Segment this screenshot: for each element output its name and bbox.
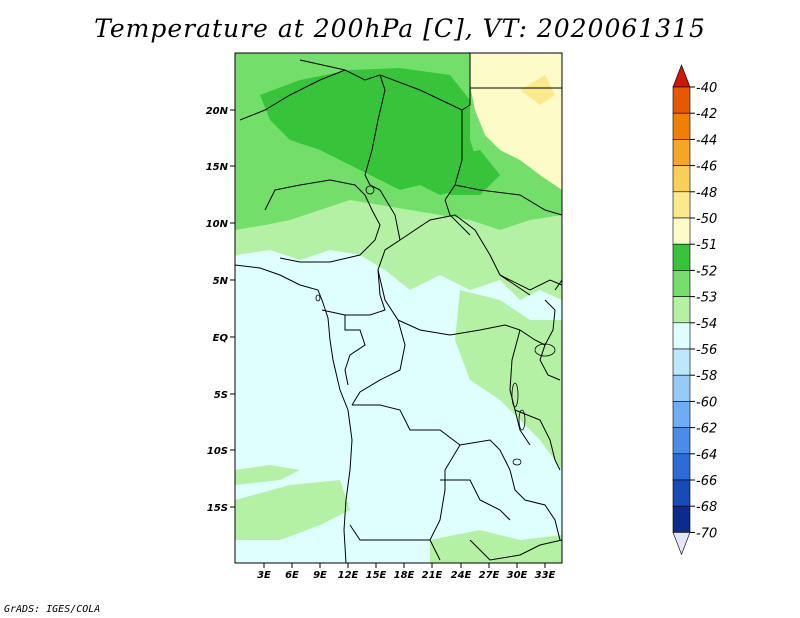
country-borders xyxy=(235,53,562,563)
colorbar-label: -46 xyxy=(696,160,717,175)
colorbar-label: -56 xyxy=(696,343,717,358)
colorbar-label: -58 xyxy=(696,369,717,384)
lakes xyxy=(315,185,556,466)
colorbar-top-arrow xyxy=(672,64,691,88)
colorbar-swatch xyxy=(672,270,691,297)
lat-tick-label: 20N xyxy=(206,106,229,117)
colorbar-swatch xyxy=(672,139,691,166)
colorbar-swatch xyxy=(672,348,691,376)
lon-tick-label: 33E xyxy=(535,570,556,581)
lon-axis: 3E 6E 9E 12E 15E 18E 21E 24E 27E 30E 33E xyxy=(257,563,556,581)
lon-tick-label: 6E xyxy=(285,570,299,581)
lat-tick-label: 15S xyxy=(207,503,228,514)
lon-tick-label: 18E xyxy=(394,570,415,581)
colorbar-swatch xyxy=(672,374,691,402)
colorbar-swatch xyxy=(672,86,691,114)
colorbar-swatch xyxy=(672,479,691,507)
lon-tick-label: 27E xyxy=(479,570,500,581)
colorbar-label: -64 xyxy=(696,448,717,463)
lat-axis: 20N 15N 10N 5N EQ 5S 10S 15S xyxy=(206,106,235,514)
lon-tick-label: 21E xyxy=(422,570,443,581)
temperature-field xyxy=(235,53,562,563)
colorbar-label: -44 xyxy=(696,133,717,148)
map-frame xyxy=(234,52,563,564)
colorbar-label: -42 xyxy=(696,107,717,122)
colorbar-swatch xyxy=(672,243,691,271)
lon-tick-label: 30E xyxy=(507,570,528,581)
lon-tick-label: 24E xyxy=(451,570,472,581)
lat-tick-label: 10N xyxy=(206,219,229,230)
colorbar-swatch xyxy=(672,191,691,219)
colorbar-swatch xyxy=(672,165,691,193)
colorbar-swatch xyxy=(672,112,691,140)
colorbar-swatch xyxy=(672,322,691,350)
map-title: Temperature at 200hPa [C], VT: 202006131… xyxy=(94,14,706,43)
colorbar-bottom-arrow xyxy=(672,532,691,556)
colorbar-swatch xyxy=(672,296,691,324)
colorbar-label: -48 xyxy=(696,186,717,201)
lon-tick-label: 12E xyxy=(338,570,359,581)
lon-tick-label: 3E xyxy=(257,570,271,581)
colorbar-label: -60 xyxy=(696,395,717,410)
colorbar-label: -52 xyxy=(696,264,717,279)
colorbar-swatch xyxy=(672,401,691,428)
lat-tick-label: 10S xyxy=(207,446,228,457)
colorbar-label: -62 xyxy=(696,422,717,437)
colorbar-label: -51 xyxy=(696,238,717,253)
lon-tick-label: 9E xyxy=(313,570,327,581)
colorbar-label: -54 xyxy=(696,317,717,332)
lat-tick-label: EQ xyxy=(213,333,229,344)
colorbar-swatch xyxy=(672,453,691,481)
colorbar-swatch xyxy=(672,505,691,533)
grads-credit: GrADS: IGES/COLA xyxy=(4,604,101,615)
colorbar-label: -68 xyxy=(696,500,717,515)
colorbar-swatch xyxy=(672,217,691,245)
colorbar-label: -50 xyxy=(696,212,717,227)
lat-tick-label: 5S xyxy=(214,390,228,401)
colorbar-label: -40 xyxy=(696,81,717,96)
colorbar-swatch xyxy=(672,427,691,455)
colorbar-label: -70 xyxy=(696,526,717,541)
lon-tick-label: 15E xyxy=(366,570,387,581)
colorbar-label: -66 xyxy=(696,474,717,489)
colorbar-label: -53 xyxy=(696,291,717,306)
lat-tick-label: 5N xyxy=(213,276,229,287)
lat-tick-label: 15N xyxy=(206,162,229,173)
colorbar: -40 -42 -44 -46 -48 -50 -51 -52 -53 -54 -56 -58 -60 -… xyxy=(672,64,717,556)
